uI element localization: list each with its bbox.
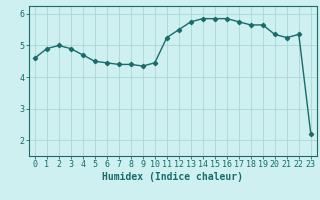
X-axis label: Humidex (Indice chaleur): Humidex (Indice chaleur) xyxy=(102,172,243,182)
